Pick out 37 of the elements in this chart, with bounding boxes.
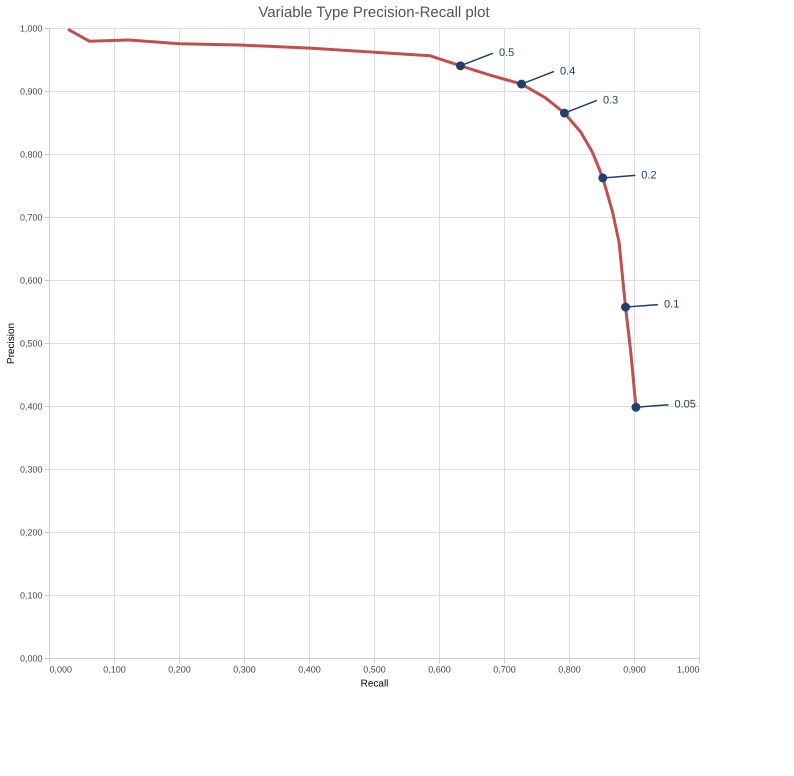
annotation: 0.4 [560,65,576,78]
chart-title: Variable Type Precision-Recall plot [258,4,490,21]
x-tick-label: 0,800 [558,664,581,674]
y-tick-label: 0,500 [20,338,42,348]
y-axis-title: Precision [6,322,17,364]
y-tick-label: 0,200 [20,528,42,538]
x-tick-label: 0,500 [363,664,386,674]
point [631,402,640,412]
x-tick-label: 0,200 [168,664,191,674]
y-tick-label: 0,100 [20,590,42,600]
x-axis-title: Recall [360,678,388,690]
point [621,302,630,312]
x-tick-label: 0,600 [428,664,451,674]
y-tick-label: 0,900 [20,86,42,96]
x-tick-label: 0,100 [103,664,126,674]
x-tick-label: 0,000 [50,664,72,674]
annotation: 0.05 [674,398,696,411]
y-tick-label: 0,300 [20,464,42,474]
x-tick-label: 0,700 [493,664,516,674]
x-tick-label: 0,900 [623,664,646,674]
y-tick-label: 1,000 [20,24,42,34]
x-tick-label: 0,300 [233,664,256,674]
point [560,108,569,118]
y-tick-label: 0,800 [20,150,42,160]
point [517,80,526,89]
point [456,61,465,70]
y-tick-label: 0,700 [20,212,42,222]
annotation: 0.3 [602,94,618,106]
y-tick-label: 0,600 [20,276,42,286]
x-tick-label: 0,400 [298,664,321,674]
y-tick-label: 0,400 [20,402,42,412]
y-tick-label: 0,000 [20,654,42,664]
annotation: 0.5 [498,47,514,60]
point [598,173,608,182]
annotation: 0.1 [664,298,680,311]
annotation: 0.2 [641,169,657,182]
x-tick-label: 1,000 [676,664,700,674]
